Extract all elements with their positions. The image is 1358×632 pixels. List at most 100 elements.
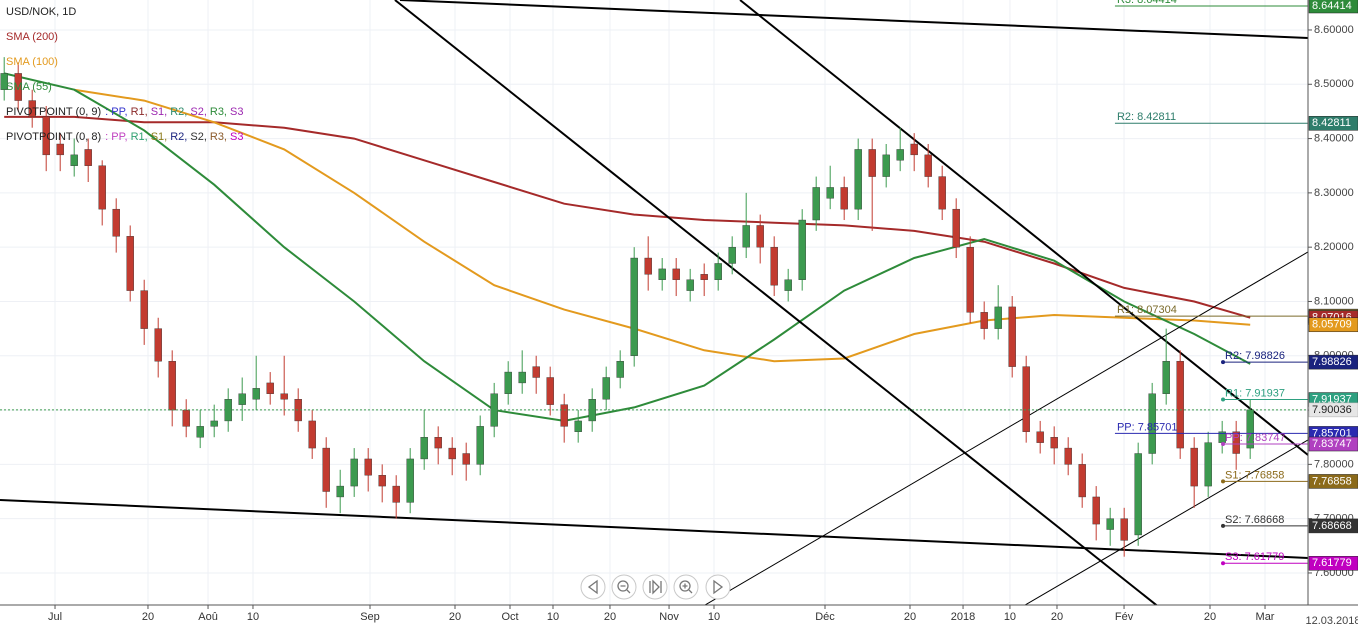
candle-body bbox=[1078, 464, 1086, 498]
x-tick-label: 10 bbox=[547, 611, 559, 623]
candle-body bbox=[112, 208, 120, 237]
candle-body bbox=[1246, 409, 1254, 449]
x-tick-label: Nov bbox=[659, 611, 679, 623]
candle-body bbox=[574, 420, 582, 432]
x-tick-label: Oct bbox=[501, 611, 518, 623]
candle-body bbox=[210, 420, 218, 427]
pivot-label: S2: 7.68668 bbox=[1225, 514, 1284, 526]
legend-component: R1, bbox=[131, 131, 148, 143]
candle-body bbox=[770, 246, 778, 286]
pivot-label: PP: 7.85701 bbox=[1117, 421, 1178, 433]
x-tick-label: Fév bbox=[1115, 611, 1134, 623]
candle-body bbox=[154, 328, 162, 362]
candle-body bbox=[14, 73, 22, 101]
scroll-right[interactable] bbox=[705, 574, 731, 600]
candle-body bbox=[1190, 447, 1198, 487]
trend-line bbox=[704, 251, 1308, 605]
candle-body bbox=[476, 426, 484, 465]
x-tick-label: 20 bbox=[1204, 611, 1216, 623]
candle-body bbox=[378, 475, 386, 487]
candle-body bbox=[420, 437, 428, 460]
legend-component: S1, bbox=[151, 106, 168, 118]
legend-component: S1, bbox=[151, 131, 168, 143]
candle-body bbox=[28, 100, 36, 118]
sma-line bbox=[3, 72, 1251, 422]
candle-body bbox=[798, 219, 806, 280]
candle-body bbox=[252, 388, 260, 400]
trend-line bbox=[394, 0, 1158, 605]
price-box-label: 8.05709 bbox=[1312, 319, 1352, 331]
y-tick-label: 8.50000 bbox=[1314, 78, 1354, 90]
x-tick-label: Aoû bbox=[198, 611, 218, 623]
candle-body bbox=[1232, 431, 1240, 454]
candle-body bbox=[686, 279, 694, 291]
price-box-label: 8.42811 bbox=[1312, 117, 1351, 129]
candle-body bbox=[630, 257, 638, 356]
legend-component: S3 bbox=[230, 106, 243, 118]
sma-line bbox=[74, 88, 1251, 363]
y-tick-label: 8.30000 bbox=[1314, 187, 1354, 199]
x-tick-label: 10 bbox=[247, 611, 259, 623]
candle-body bbox=[1050, 437, 1058, 449]
pivot-dot bbox=[1221, 479, 1226, 484]
price-box bbox=[1308, 0, 1358, 14]
x-tick-label: Déc bbox=[815, 611, 835, 623]
candle-body bbox=[728, 246, 736, 264]
x-tick-label: Sep bbox=[360, 611, 380, 623]
legend-entry: SMA (55) bbox=[6, 81, 52, 93]
legend-component: S2, bbox=[190, 131, 207, 143]
y-tick-label: 8.60000 bbox=[1314, 24, 1354, 36]
legend-component: S3 bbox=[230, 131, 243, 143]
candle-body bbox=[700, 274, 708, 280]
plot-area: R3: 8.64414 R2: 8.42811 R1: 8.07304 PP: 7.8… bbox=[0, 0, 1308, 605]
pivot-label: R3: 8.64414 bbox=[1117, 0, 1177, 6]
pivot-label: PP: 7.83747 bbox=[1225, 432, 1286, 444]
grid bbox=[0, 0, 1308, 605]
candle-body bbox=[938, 176, 946, 210]
candle-body bbox=[140, 290, 148, 329]
candle-body bbox=[238, 393, 246, 405]
candle-body bbox=[266, 382, 274, 394]
x-tick-label: 20 bbox=[142, 611, 154, 623]
price-box bbox=[1308, 116, 1358, 131]
candle-body bbox=[756, 225, 764, 248]
price-box-label: 7.98826 bbox=[1312, 356, 1352, 368]
candle-body bbox=[1022, 366, 1030, 432]
x-tick-label: 20 bbox=[449, 611, 461, 623]
candle-body bbox=[672, 268, 680, 280]
zoom-in[interactable] bbox=[673, 574, 699, 600]
pivot-label: S1: 7.76858 bbox=[1225, 469, 1284, 481]
candle-body bbox=[364, 458, 372, 476]
candle-body bbox=[714, 263, 722, 280]
trend-line bbox=[0, 498, 1308, 559]
legend-name: PIVOTPOINT (0, 8) bbox=[6, 131, 101, 143]
candle-body bbox=[1036, 431, 1044, 443]
pivot-label: R1: 7.91937 bbox=[1225, 387, 1285, 399]
reset[interactable] bbox=[642, 574, 668, 600]
candle-body bbox=[1106, 518, 1114, 530]
y-tick-label: 8.40000 bbox=[1314, 132, 1354, 144]
legend-name: PIVOTPOINT (0, 9) bbox=[6, 106, 101, 118]
candle-body bbox=[560, 404, 568, 427]
candle-body bbox=[602, 377, 610, 400]
zoom-out[interactable] bbox=[611, 574, 637, 600]
candle-body bbox=[1176, 360, 1184, 449]
legend-component: S2, bbox=[190, 106, 207, 118]
candle-body bbox=[1204, 442, 1212, 487]
x-tick-label: Mar bbox=[1256, 611, 1275, 623]
candle-body bbox=[742, 225, 750, 248]
candle-body bbox=[308, 420, 316, 449]
legend-component: R3, bbox=[210, 131, 227, 143]
candle-body bbox=[1064, 447, 1072, 465]
price-box-label: 7.90036 bbox=[1312, 404, 1352, 416]
scroll-left[interactable] bbox=[580, 574, 606, 600]
candle-body bbox=[1148, 393, 1156, 454]
price-box-label: 7.83747 bbox=[1312, 438, 1352, 450]
candle-body bbox=[868, 149, 876, 177]
trend-line bbox=[399, 0, 1308, 39]
price-box bbox=[1308, 518, 1358, 534]
candle-body bbox=[84, 149, 92, 166]
toolbar bbox=[580, 574, 731, 600]
